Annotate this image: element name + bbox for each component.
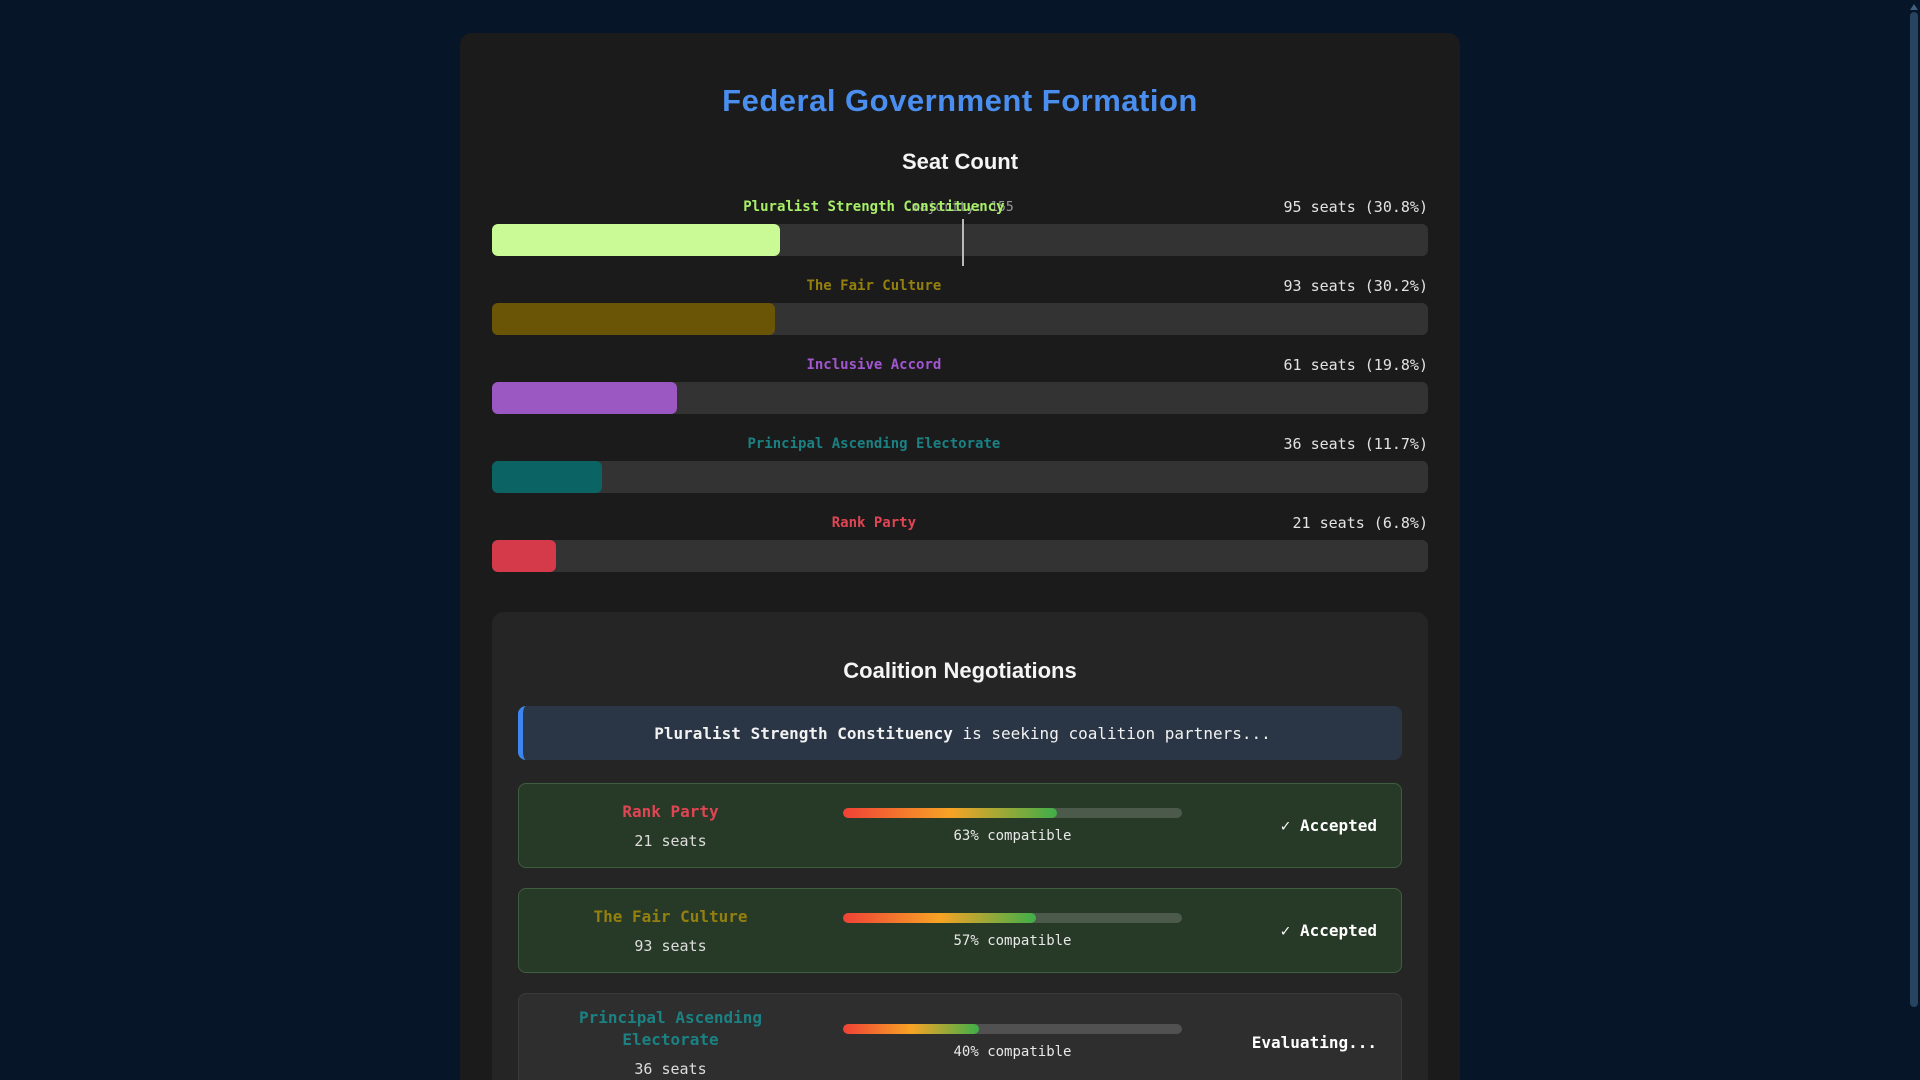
compatibility-bar-fill (843, 807, 1057, 818)
majority-threshold-line (961, 219, 964, 266)
seat-row-head: Principal Ascending Electorate 36 seats (… (492, 434, 1428, 461)
card-status: Evaluating... (1227, 1033, 1377, 1052)
card-compatibility: 40% compatible (798, 1024, 1227, 1060)
compatibility-bar-fill (843, 912, 1037, 923)
compatibility-bar-track (843, 807, 1182, 818)
card-status: ✓ Accepted (1227, 921, 1377, 940)
seat-row-head: Rank Party 21 seats (6.8%) (492, 513, 1428, 540)
card-party-info: Principal Ascending Electorate 36 seats (543, 1007, 798, 1078)
seat-row: The Fair Culture 93 seats (30.2%) (492, 276, 1428, 335)
scrollbar-thumb[interactable] (1910, 12, 1918, 1007)
compatibility-bar-fill (843, 1024, 979, 1035)
scrollbar-up-arrow-icon[interactable] (1910, 4, 1918, 10)
card-compatibility: 63% compatible (798, 807, 1227, 844)
party-name: Principal Ascending Electorate (747, 436, 1001, 452)
seat-chart-section: Seat Count Pluralist Strength Constituen… (492, 149, 1428, 572)
seat-bar-track (492, 540, 1428, 572)
card-party-seats: 36 seats (634, 1059, 707, 1078)
seat-row-head: Pluralist Strength Constituency 95 seats … (492, 197, 1428, 224)
party-name: The Fair Culture (806, 278, 942, 294)
compatibility-percent-label: 63% compatible (953, 827, 1072, 844)
negotiation-cards: Rank Party 21 seats 63% compatible ✓ Accept… (518, 783, 1402, 1080)
card-compatibility: 57% compatible (798, 912, 1227, 949)
negotiations-heading: Coalition Negotiations (843, 658, 1077, 683)
seat-row-head: Inclusive Accord 61 seats (19.8%) (492, 355, 1428, 382)
status-message-rest: is seeking coalition partners... (952, 723, 1271, 743)
seats-count: 36 seats (11.7%) (1283, 435, 1429, 453)
negotiations-panel: Coalition Negotiations Pluralist Strengt… (492, 612, 1428, 1080)
compatibility-bar-track (843, 1024, 1182, 1035)
seat-bar-fill (492, 461, 602, 493)
seat-chart-rows: Pluralist Strength Constituency 95 seats … (492, 197, 1428, 572)
compatibility-percent-label: 57% compatible (953, 932, 1072, 949)
seat-bar-fill (492, 303, 775, 335)
negotiation-card: The Fair Culture 93 seats 57% compatible ✓ … (518, 888, 1402, 973)
party-name: Rank Party (831, 515, 917, 531)
negotiation-card: Principal Ascending Electorate 36 seats 40… (518, 993, 1402, 1080)
card-status: ✓ Accepted (1227, 816, 1377, 835)
seat-row: Principal Ascending Electorate 36 seats (… (492, 434, 1428, 493)
card-party-name: Principal Ascending Electorate (578, 1008, 763, 1050)
card-status-label: Evaluating... (1251, 1032, 1377, 1052)
card-party-name: The Fair Culture (593, 907, 748, 927)
status-actor-name: Pluralist Strength Constituency (654, 723, 953, 743)
seat-bar-track (492, 224, 1428, 256)
seat-chart-heading: Seat Count (901, 149, 1019, 174)
seat-row: Rank Party 21 seats (6.8%) (492, 513, 1428, 572)
seat-row: Pluralist Strength Constituency 95 seats … (492, 197, 1428, 266)
page-scrollbar[interactable] (1909, 0, 1919, 1080)
party-name: Pluralist Strength Constituency (743, 199, 1005, 215)
seat-bar-track (492, 303, 1428, 335)
card-status-label: ✓ Accepted (1280, 921, 1377, 940)
majority-threshold-label: majority: 155 (911, 200, 1014, 215)
seat-row-head: The Fair Culture 93 seats (30.2%) (492, 276, 1428, 303)
status-banner: Pluralist Strength Constituency is seeki… (518, 706, 1402, 760)
compatibility-bar-track (843, 912, 1182, 923)
card-party-seats: 93 seats (634, 936, 707, 955)
seats-count: 93 seats (30.2%) (1283, 277, 1429, 295)
seat-bar-fill (492, 540, 556, 572)
seat-bar-fill (492, 224, 781, 256)
card-status-label: ✓ Accepted (1280, 816, 1377, 835)
negotiation-card: Rank Party 21 seats 63% compatible ✓ Accept… (518, 783, 1402, 868)
seat-bar-fill (492, 382, 678, 414)
seat-row: Inclusive Accord 61 seats (19.8%) (492, 355, 1428, 414)
seats-count: 61 seats (19.8%) (1283, 356, 1429, 374)
party-name: Inclusive Accord (806, 357, 942, 373)
status-message: Pluralist Strength Constituency is seeki… (654, 724, 1271, 743)
main-panel: Federal Government Formation Seat Count … (460, 33, 1460, 1080)
card-party-seats: 21 seats (634, 831, 707, 850)
seats-count: 95 seats (30.8%) (1283, 198, 1429, 216)
compatibility-percent-label: 40% compatible (953, 1044, 1072, 1061)
card-party-info: Rank Party 21 seats (543, 801, 798, 849)
page-title: Federal Government Formation (722, 83, 1198, 118)
card-party-name: Rank Party (622, 802, 719, 822)
seat-bar-track (492, 461, 1428, 493)
seats-count: 21 seats (6.8%) (1292, 514, 1428, 532)
card-party-info: The Fair Culture 93 seats (543, 906, 798, 954)
seat-bar-track (492, 382, 1428, 414)
